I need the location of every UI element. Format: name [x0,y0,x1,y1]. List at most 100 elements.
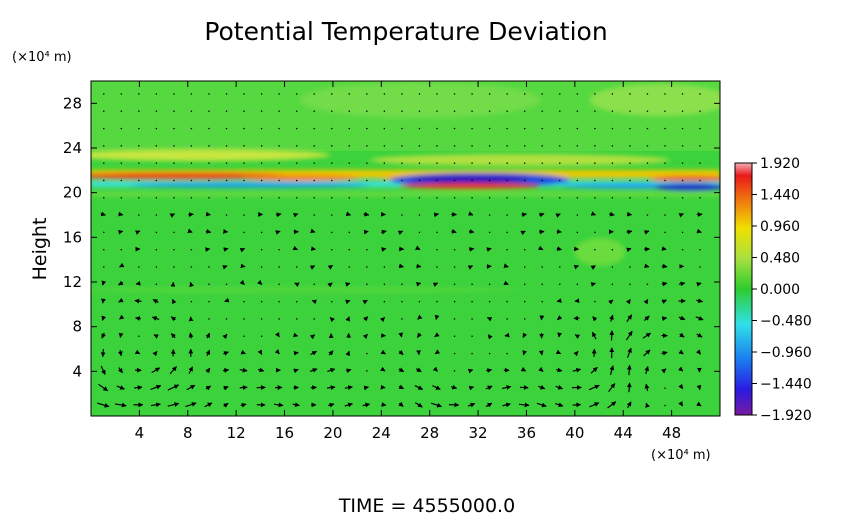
vector-arrow [134,349,141,355]
vector-dot [664,387,666,389]
vector-dot [138,197,140,199]
vector-arrow [590,282,596,287]
vector-dot [313,145,315,147]
vector-arrow [573,350,579,357]
vector-dot [629,283,631,285]
vector-arrow [257,349,263,355]
vector-dot [278,127,280,130]
vector-dot [331,231,333,234]
vector-dot [173,266,175,268]
vector-dot [436,127,438,130]
vector-arrow [240,349,246,355]
vector-arrow [467,368,474,374]
vector-dot [138,145,140,147]
vector-dot [646,110,649,112]
vector-dot [155,266,158,268]
y-tick-label: 12 [63,273,82,291]
vector-dot [611,197,614,199]
chart-title: Potential Temperature Deviation [204,17,607,46]
vector-dot [436,145,438,147]
vector-arrow [100,349,106,358]
vector-dot [208,283,210,285]
vector-arrow [414,245,421,251]
vector-dot [243,93,245,95]
vector-dot [418,127,421,130]
vector-dot [699,93,701,95]
vector-arrow [169,213,175,218]
vector-dot [436,266,438,268]
vector-dot [541,162,543,164]
vector-dot [418,162,421,164]
vector-dot [155,197,158,199]
vector-arrow [310,228,316,234]
vector-arrow [294,282,300,288]
vector-arrow [97,402,110,408]
vector-dot [524,318,526,320]
vector-dot [471,145,473,147]
vector-dot [629,179,631,182]
vector-arrow [186,384,196,391]
vector-dot [524,93,526,95]
vector-dot [103,127,105,130]
vector-dot [453,352,456,355]
vector-arrow [363,316,369,322]
vector-dot [418,110,421,112]
vector-dot [436,249,438,251]
vector-arrow [591,331,597,340]
vector-dot [225,197,228,199]
vector-dot [120,110,122,112]
vector-arrow [187,228,193,233]
vector-dot [243,162,245,164]
vector-dot [699,127,701,130]
vector-arrow [100,211,106,217]
vector-dot [611,266,614,268]
vector-dot [260,197,263,199]
vector-dot [190,179,193,182]
vector-dot [383,179,386,182]
vector-arrow [538,350,544,356]
vector-dot [243,179,245,182]
vector-dot [629,162,631,164]
vector-arrow [556,229,562,234]
vector-dot [681,179,684,182]
colorbar-tick-label: 0.960 [760,219,800,235]
vector-arrow [536,402,547,408]
vector-dot [594,93,596,95]
vector-dot [313,214,315,216]
vector-arrow [502,402,511,408]
vector-arrow [555,402,564,408]
vector-dot [629,197,631,199]
vector-arrow [239,247,246,253]
vector-dot [348,266,350,268]
vector-dot [260,335,263,337]
vector-arrow [327,282,333,288]
vector-arrow [696,282,702,287]
vector-dot [401,127,403,130]
vector-arrow [661,263,668,269]
vector-arrow [239,385,248,390]
vector-dot [629,110,631,112]
vector-arrow [661,350,668,356]
vector-dot [190,145,193,147]
vector-arrow [150,384,162,391]
vector-dot [488,283,491,285]
vector-dot [436,231,438,234]
vector-arrow [645,402,650,408]
vector-arrow [678,315,686,321]
vector-dot [190,162,193,164]
vector-dot [103,231,105,234]
vector-dot [225,127,228,130]
vector-dot [699,110,701,112]
vector-dot [488,145,491,147]
vector-dot [506,318,508,320]
y-unit-label: (×10⁴ m) [12,50,72,65]
vector-arrow [467,402,476,408]
x-tick-label: 20 [323,424,342,442]
vector-dot [471,300,473,303]
vector-arrow [344,402,353,408]
vector-dot [436,300,438,303]
vector-arrow [626,401,632,409]
x-unit-label: (×10⁴ m) [651,448,711,463]
vector-arrow [678,401,684,407]
vector-dot [488,231,491,234]
